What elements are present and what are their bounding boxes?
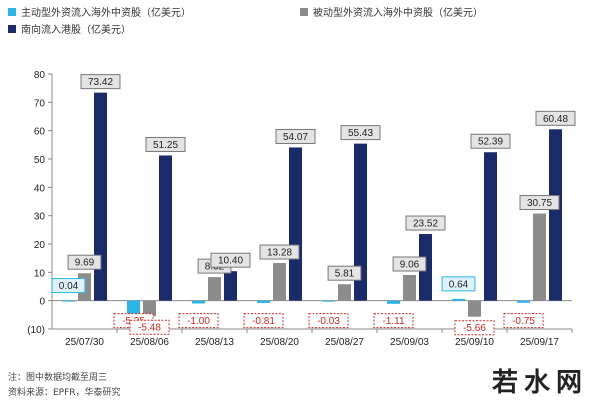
y-tick-label: 10 <box>34 268 46 279</box>
data-label: 73.42 <box>88 77 113 88</box>
data-label: 60.48 <box>543 114 568 125</box>
data-label: -0.03 <box>317 316 340 327</box>
bar <box>484 152 497 301</box>
data-label: 0.64 <box>449 279 469 290</box>
legend-label: 南向流入港股（亿美元） <box>21 23 131 36</box>
bars <box>62 92 562 317</box>
data-label: 5.81 <box>335 269 355 280</box>
x-tick-label: 25/08/13 <box>195 337 234 348</box>
bar <box>289 147 302 301</box>
y-tick-label: 30 <box>34 212 46 223</box>
bar <box>354 143 367 301</box>
data-label-box <box>129 319 170 335</box>
bar <box>257 300 270 303</box>
data-label: 10.40 <box>218 256 243 267</box>
data-label-box <box>210 252 251 268</box>
data-label-box <box>441 276 476 292</box>
y-tick-label: (10) <box>27 325 45 336</box>
data-label-box <box>80 74 121 90</box>
x-tick-label: 25/07/30 <box>65 337 104 348</box>
bar <box>208 277 221 301</box>
y-tick-label: 40 <box>34 183 46 194</box>
legend-swatch <box>8 8 16 16</box>
y-tick-label: 20 <box>34 240 46 251</box>
data-label: -5.48 <box>138 323 161 334</box>
bar <box>192 300 205 304</box>
data-label: 52.39 <box>478 137 503 148</box>
legend-swatch <box>8 25 16 33</box>
data-label: 0.04 <box>59 281 79 292</box>
data-label: 9.69 <box>75 258 95 269</box>
bar <box>452 298 465 301</box>
bar <box>468 300 481 317</box>
data-label-box <box>519 195 560 211</box>
watermark: 若水网 <box>491 368 588 398</box>
legend: 主动型外资流入海外中资股（亿美元） 被动型外资流入海外中资股（亿美元） 南向流入港股… <box>8 6 483 36</box>
data-label: -1.11 <box>382 316 404 327</box>
x-tick-label: 25/08/27 <box>325 337 364 348</box>
data-label-box <box>373 313 414 329</box>
bar <box>94 92 107 301</box>
y-tick-label: 0 <box>39 297 45 308</box>
data-label-box <box>392 256 427 272</box>
source-note: 资料来源：EPFR，华泰研究 <box>8 388 121 398</box>
data-label-box <box>145 136 186 152</box>
data-label-box <box>327 265 362 281</box>
bar <box>159 155 172 301</box>
legend-swatch <box>300 8 308 16</box>
data-label-box <box>259 244 300 260</box>
data-label-box <box>535 110 576 126</box>
bar <box>338 284 351 301</box>
y-tick-label: 60 <box>34 127 46 138</box>
x-tick-label: 25/09/03 <box>390 337 429 348</box>
data-label-box <box>503 313 544 329</box>
data-label-box <box>470 133 511 149</box>
data-label: 51.25 <box>153 140 178 151</box>
bar <box>322 300 335 302</box>
data-label-box <box>340 125 381 141</box>
data-label-box <box>178 313 219 329</box>
x-tick-label: 25/08/20 <box>260 337 299 348</box>
data-labels: 0.049.6973.42-5.35-5.4851.25-1.008.3210.… <box>51 74 576 336</box>
y-tick-label: 50 <box>34 155 46 166</box>
bar <box>549 129 562 301</box>
bar <box>224 271 237 301</box>
y-tick-label: 80 <box>34 70 46 81</box>
legend-label: 主动型外资流入海外中资股（亿美元） <box>21 6 191 19</box>
legend-label: 被动型外资流入海外中资股（亿美元） <box>313 6 483 19</box>
data-label: 13.28 <box>267 248 292 259</box>
data-label-box <box>454 320 495 336</box>
bar <box>517 300 530 303</box>
bar <box>62 300 75 302</box>
bar <box>143 300 156 317</box>
data-label-box <box>308 313 349 329</box>
data-label: 55.43 <box>348 128 373 139</box>
data-label-box <box>51 278 86 294</box>
data-label: -1.00 <box>187 316 210 327</box>
data-label: 54.07 <box>283 132 308 143</box>
data-label-box <box>243 313 284 329</box>
data-label: -0.81 <box>252 316 275 327</box>
x-tick-label: 25/09/17 <box>520 337 559 348</box>
bar <box>403 274 416 301</box>
data-label: 23.52 <box>413 219 438 230</box>
x-tick-label: 25/08/06 <box>130 337 169 348</box>
data-label-box <box>67 254 102 270</box>
bar <box>533 213 546 301</box>
bar <box>387 300 400 304</box>
chart: 主动型外资流入海外中资股（亿美元） 被动型外资流入海外中资股（亿美元） 南向流入港股… <box>8 6 576 348</box>
data-label-box <box>405 215 446 231</box>
data-label: 30.75 <box>527 198 552 209</box>
data-label: -0.75 <box>512 316 535 327</box>
x-tick-label: 25/09/10 <box>455 337 494 348</box>
y-tick-label: 70 <box>34 98 46 109</box>
footnote: 注：图中数据均截至周三 <box>8 373 108 383</box>
bar <box>273 263 286 301</box>
data-label: 9.06 <box>400 259 420 270</box>
bar <box>127 300 140 316</box>
data-label: -5.66 <box>463 323 486 334</box>
data-label-box <box>275 128 316 144</box>
